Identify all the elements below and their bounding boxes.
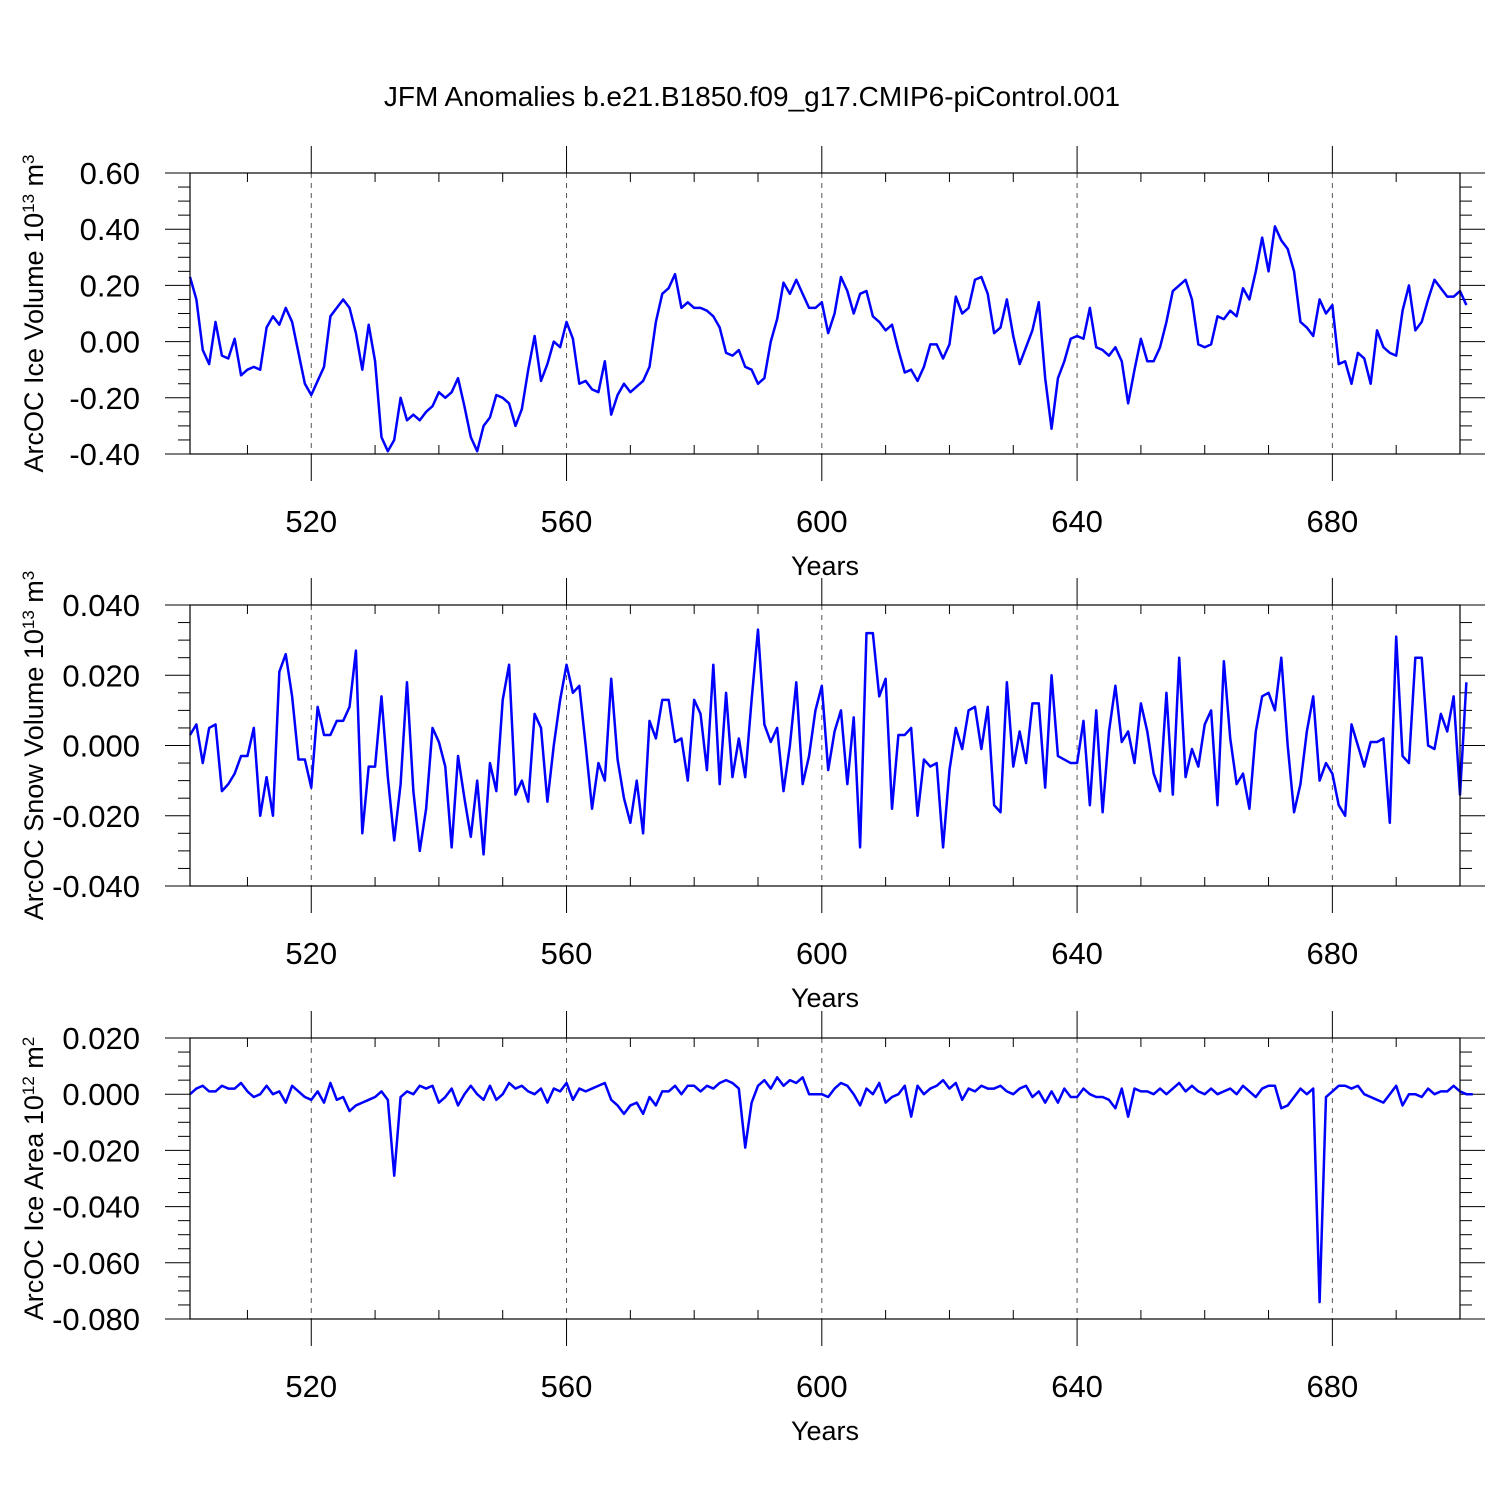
y-axis-label-exponent: 13	[19, 194, 38, 213]
y-tick-label: -0.020	[52, 799, 140, 834]
y-tick-label: -0.20	[69, 381, 140, 416]
y-axis-label-main: ArcOC Ice Area 10	[19, 1095, 49, 1320]
plot-frame	[189, 1037, 1461, 1320]
y-tick-label: -0.080	[52, 1302, 140, 1337]
y-tick-label: -0.060	[52, 1246, 140, 1281]
y-tick-label: 0.020	[62, 658, 140, 693]
x-tick-label: 560	[541, 504, 593, 539]
series-line	[188, 225, 1468, 453]
x-tick-label: 640	[1051, 936, 1103, 971]
chart-panel-1: 520 560 600 640 680 -0.40 -0.20 0.00 0.20 0.40 0.6…	[19, 146, 1485, 581]
y-axis-label-unit: m	[19, 164, 49, 194]
x-tick-label: 640	[1051, 504, 1103, 539]
x-axis-label: Years	[791, 1416, 859, 1446]
series-line	[188, 628, 1468, 856]
y-tick-label: 0.000	[62, 1077, 140, 1112]
x-tick-label: 600	[796, 936, 848, 971]
x-tick-label: 520	[285, 936, 337, 971]
y-axis-label-unit-exponent: 2	[19, 1037, 38, 1046]
x-tick-label: 640	[1051, 1369, 1103, 1404]
x-tick-label: 520	[285, 1369, 337, 1404]
y-tick-label: -0.040	[52, 1190, 140, 1225]
y-axis-label-unit-exponent: 3	[19, 154, 38, 163]
y-tick-label: 0.040	[62, 588, 140, 623]
y-tick-label: 0.00	[80, 325, 140, 360]
y-axis-label-unit: m	[19, 580, 49, 610]
figure-title: JFM Anomalies b.e21.B1850.f09_g17.CMIP6-…	[384, 81, 1120, 112]
x-tick-label: 560	[541, 936, 593, 971]
y-tick-label: 0.60	[80, 156, 140, 191]
x-tick-label: 680	[1306, 936, 1358, 971]
y-axis-label-unit: m	[19, 1046, 49, 1076]
y-axis-label-unit-exponent: 3	[19, 571, 38, 580]
plot-frame	[189, 172, 1461, 455]
x-tick-label: 600	[796, 504, 848, 539]
x-tick-label: 680	[1306, 1369, 1358, 1404]
plot-frame	[189, 604, 1461, 887]
y-tick-label: 0.40	[80, 212, 140, 247]
y-tick-label: -0.020	[52, 1133, 140, 1168]
y-tick-label: 0.20	[80, 268, 140, 303]
x-tick-label: 680	[1306, 504, 1358, 539]
y-tick-label: -0.040	[52, 869, 140, 904]
y-axis-label-exponent: 13	[19, 610, 38, 629]
x-axis-label: Years	[791, 983, 859, 1013]
y-tick-label: -0.40	[69, 437, 140, 472]
y-axis-label-main: ArcOC Snow Volume 10	[19, 629, 49, 920]
y-tick-label: 0.000	[62, 729, 140, 764]
x-axis-label: Years	[791, 551, 859, 581]
y-axis-label-exponent: 12	[19, 1076, 38, 1095]
y-axis-label-main: ArcOC Ice Volume 10	[19, 213, 49, 473]
x-tick-label: 560	[541, 1369, 593, 1404]
chart-panel-3: 520 560 600 640 680 -0.080 -0.060 -0.040 -0.020 0…	[19, 1011, 1485, 1446]
x-tick-label: 600	[796, 1369, 848, 1404]
y-axis-label: ArcOC Snow Volume 1013 m3	[19, 571, 50, 921]
y-tick-label: 0.020	[62, 1021, 140, 1056]
chart-panel-2: 520 560 600 640 680 -0.040 -0.020 0.000 0.020 0.0…	[19, 571, 1485, 1013]
series-line	[189, 1076, 1473, 1304]
y-axis-label: ArcOC Ice Area 1012 m2	[19, 1037, 50, 1321]
x-tick-label: 520	[285, 504, 337, 539]
y-axis-label: ArcOC Ice Volume 1013 m3	[19, 154, 50, 472]
